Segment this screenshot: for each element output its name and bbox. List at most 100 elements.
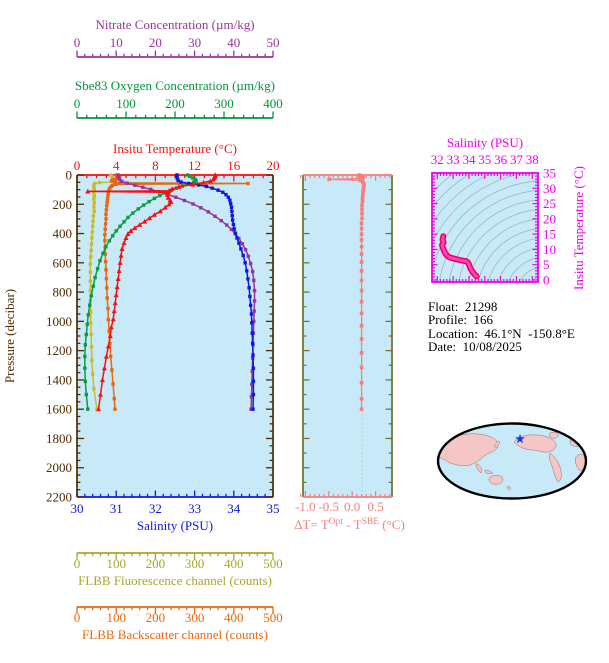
marker — [250, 369, 254, 373]
marker — [165, 194, 171, 200]
marker — [118, 224, 122, 228]
marker — [119, 179, 124, 183]
marker — [360, 196, 365, 200]
marker — [243, 261, 247, 265]
tick-label: 30 — [543, 181, 556, 196]
marker — [91, 284, 95, 288]
marker — [107, 187, 112, 191]
marker — [358, 178, 362, 183]
marker — [114, 284, 120, 290]
marker — [92, 201, 96, 205]
marker — [246, 277, 250, 281]
marker — [175, 175, 179, 179]
marker — [89, 248, 93, 253]
marker — [151, 212, 157, 217]
marker — [115, 276, 121, 282]
tick-label: 600 — [53, 255, 73, 270]
ts-plot-area — [432, 173, 538, 282]
marker — [125, 231, 131, 236]
marker — [175, 176, 180, 181]
marker — [252, 309, 256, 313]
marker — [83, 343, 88, 347]
marker — [251, 353, 255, 357]
marker — [252, 278, 256, 283]
marker — [99, 377, 105, 383]
marker — [147, 199, 151, 204]
marker — [104, 217, 108, 221]
marker — [101, 365, 107, 371]
tick-label: 500 — [263, 556, 283, 571]
tick-label: -0.5 — [318, 499, 339, 514]
marker — [108, 341, 112, 346]
map-landmass — [548, 452, 562, 483]
marker — [249, 395, 254, 399]
marker — [107, 239, 112, 243]
marker — [252, 319, 256, 324]
delta-panel: -1.0 -0.5 0.0 0.5 ΔT= TOpt - TSBE (°C) — [294, 173, 405, 532]
marker — [103, 259, 108, 264]
marker — [114, 176, 119, 181]
tick-label: 200 — [53, 197, 73, 212]
marker — [359, 244, 364, 249]
marker — [359, 337, 364, 341]
marker — [361, 192, 365, 197]
tick-label: 200 — [146, 556, 166, 571]
marker — [92, 190, 96, 195]
tick-label: 200 — [146, 610, 166, 625]
marker — [359, 269, 364, 273]
tick-label: 25 — [543, 196, 556, 211]
marker — [359, 288, 364, 293]
marker — [98, 258, 102, 263]
tick-label: 0.5 — [367, 499, 383, 514]
tick-label: 0 — [543, 273, 550, 288]
marker — [233, 231, 238, 235]
marker — [166, 201, 172, 207]
marker — [112, 396, 116, 401]
marker — [252, 299, 257, 303]
tick-label: 500 — [263, 610, 283, 625]
marker — [250, 382, 254, 386]
tick-label: 36 — [494, 152, 508, 167]
marker — [157, 208, 163, 214]
marker — [106, 194, 110, 198]
float-info-line: Profile: 166 — [428, 312, 493, 328]
tick-label: 1400 — [46, 372, 72, 387]
marker — [360, 199, 365, 204]
marker — [92, 183, 96, 187]
marker — [95, 266, 100, 271]
marker — [107, 329, 111, 334]
marker — [359, 381, 364, 385]
marker — [86, 407, 90, 411]
marker — [104, 208, 109, 212]
marker — [362, 184, 366, 189]
marker — [213, 214, 217, 218]
marker — [179, 180, 183, 184]
marker — [246, 181, 250, 186]
marker — [86, 313, 90, 317]
marker — [89, 332, 93, 337]
marker — [226, 195, 231, 199]
marker — [89, 294, 93, 298]
marker — [126, 215, 130, 220]
marker — [91, 214, 96, 218]
marker — [118, 252, 124, 258]
marker — [114, 229, 118, 233]
tick-label: 30 — [71, 501, 84, 516]
marker — [190, 181, 196, 187]
marker — [361, 189, 365, 194]
tick-label: 2200 — [46, 490, 72, 505]
tick-label: 34 — [462, 152, 476, 167]
marker — [110, 316, 116, 322]
tick-label: 15 — [543, 227, 556, 242]
marker — [250, 269, 255, 274]
tick-label: 38 — [526, 152, 539, 167]
marker — [90, 236, 94, 240]
ts-title-salinity: Salinity (PSU) — [447, 135, 523, 150]
float-position-star — [515, 433, 525, 444]
marker — [88, 288, 93, 293]
tick-label: 0 — [74, 96, 81, 111]
marker — [190, 176, 195, 180]
axis-title-delta-t: ΔT= TOpt - TSBE (°C) — [294, 517, 405, 532]
map-landmass — [513, 434, 557, 453]
